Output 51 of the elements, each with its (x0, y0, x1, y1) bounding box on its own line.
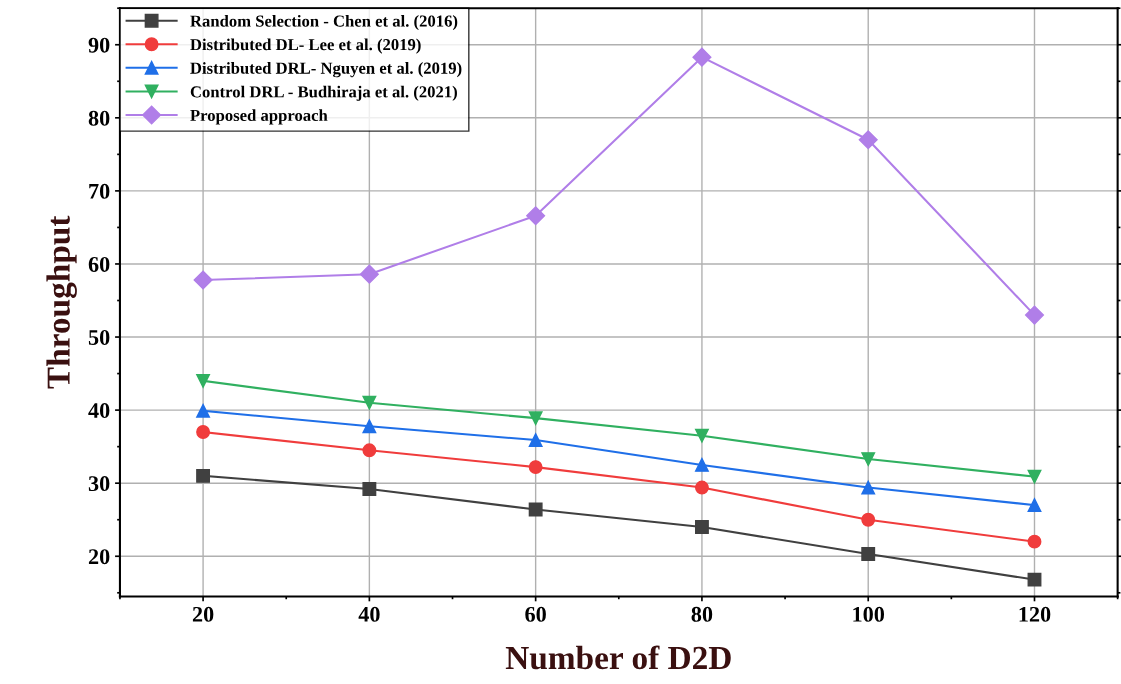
point (861, 547, 876, 562)
point (359, 264, 379, 284)
y-tick-label: 20 (88, 549, 110, 565)
point (861, 512, 876, 527)
y-tick-label: 70 (89, 183, 110, 199)
x-tick-label: 80 (691, 606, 713, 622)
point (858, 130, 878, 150)
x-axis-title: Number of D2D (505, 645, 731, 670)
point (528, 411, 543, 426)
point (1024, 305, 1045, 325)
x-tick-label: 60 (525, 606, 546, 622)
y-tick-label: 90 (88, 37, 110, 53)
legend-label: Distributed DRL- Nguyen et al. (2019) (190, 62, 462, 78)
point (196, 403, 211, 418)
point (196, 468, 211, 483)
point (362, 443, 377, 458)
point (362, 419, 377, 434)
y-tick-label: 50 (88, 329, 110, 345)
point (528, 433, 543, 448)
point (694, 457, 709, 472)
point (196, 373, 211, 388)
point (362, 395, 377, 410)
point (362, 482, 377, 496)
point (861, 480, 876, 495)
y-tick-label: 80 (88, 110, 110, 126)
point (528, 502, 543, 517)
point (1027, 469, 1042, 484)
x-tick-label: 120 (1019, 606, 1051, 622)
point (1027, 534, 1042, 549)
legend-label: Control DRL - Budhiraja et al. (2021) (190, 85, 457, 101)
legend-label: Random Selection - Chen et al. (2016) (190, 14, 458, 31)
y-axis-title: Throughput (46, 215, 77, 389)
point (1027, 572, 1042, 587)
point (694, 428, 709, 443)
point (861, 452, 876, 467)
legend-label: Distributed DL- Lee et al. (2019) (190, 38, 421, 54)
point (694, 480, 709, 495)
legend-label: Proposed approach (190, 109, 328, 125)
point (692, 47, 712, 67)
x-tick-label: 40 (358, 606, 380, 622)
y-tick-label: 40 (88, 403, 110, 419)
x-tick-label: 100 (853, 606, 885, 622)
y-tick-label: 30 (88, 476, 110, 492)
y-tick-label: 60 (88, 256, 110, 272)
point (196, 425, 211, 439)
point (694, 520, 709, 534)
point (526, 206, 546, 226)
point (193, 270, 213, 290)
point (1027, 498, 1042, 513)
x-tick-label: 20 (192, 606, 214, 622)
point (528, 460, 543, 475)
